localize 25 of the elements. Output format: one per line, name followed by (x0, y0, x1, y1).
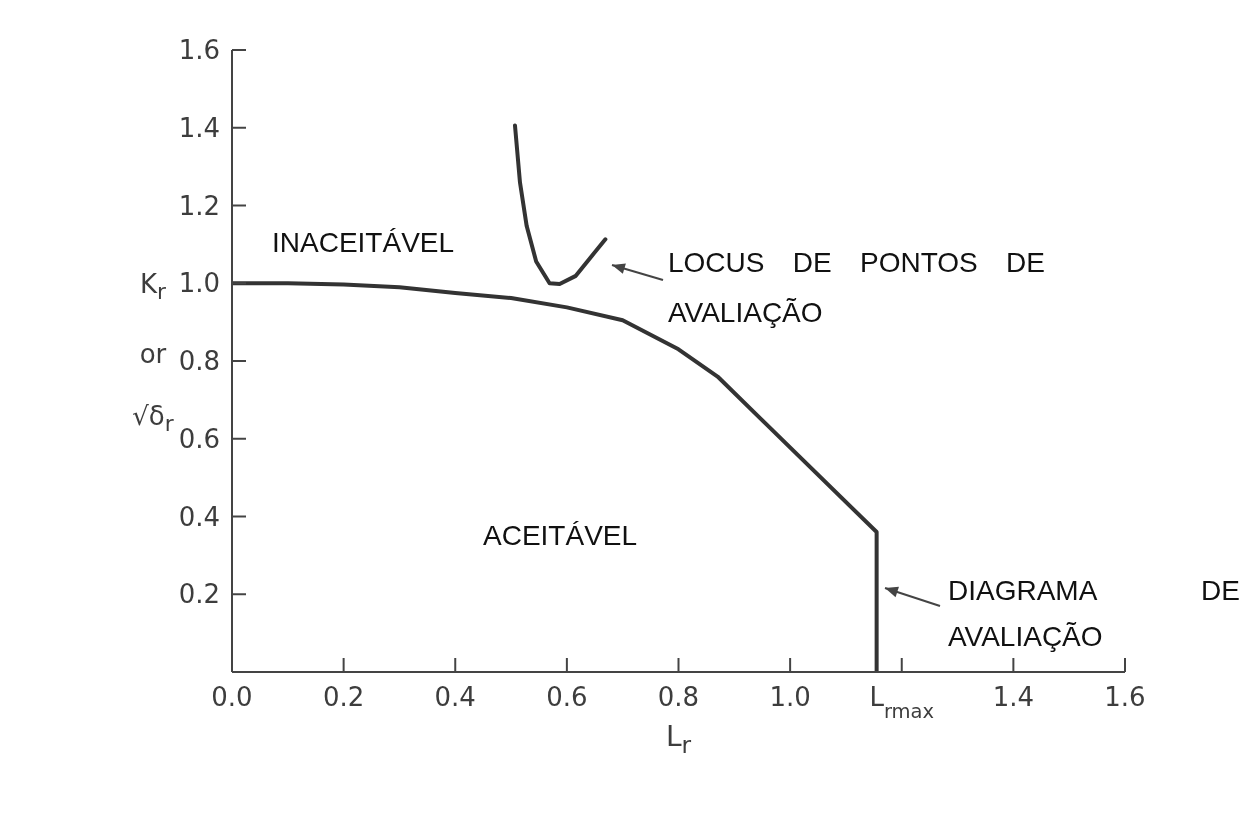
y-tick-label: 0.6 (178, 423, 220, 454)
x-tick-label: L$_{rmax}$ (869, 682, 935, 723)
line-series (232, 281, 879, 672)
annotation: ACEITÁVEL (483, 519, 639, 553)
y-tick-label: 1.2 (178, 190, 220, 221)
x-axis-title: L$_{r}$ (665, 720, 692, 759)
y-tick-label: 1.6 (178, 35, 220, 65)
y-tick-label: 1.4 (178, 112, 220, 143)
annotation: LOCUS DE PONTOS DE AVALIAÇÃO (668, 246, 1045, 330)
y-tick-label: 0.8 (178, 346, 220, 376)
annotation: INACEITÁVEL (272, 226, 456, 260)
x-tick-label: 0.4 (434, 682, 476, 712)
annotation: DIAGRAMA DE AVALIAÇÃO (948, 574, 1240, 654)
x-tick-label: 1.6 (1104, 682, 1146, 712)
x-tick-label: 0.0 (211, 682, 253, 712)
text: K$_{r}$ or √δ$_{r}$ (132, 269, 174, 437)
x-tick-label: 1.0 (769, 682, 811, 712)
x-tick-label: 0.8 (657, 682, 700, 712)
x-tick-label: 1.4 (992, 682, 1035, 712)
y-tick-label: 1.0 (178, 268, 220, 299)
y-tick-label: 0.4 (178, 501, 220, 532)
y-tick-label: 0.2 (178, 579, 220, 610)
x-tick-label: 0.2 (322, 682, 365, 712)
line-series (512, 123, 608, 287)
x-tick-label: 0.6 (546, 682, 588, 712)
